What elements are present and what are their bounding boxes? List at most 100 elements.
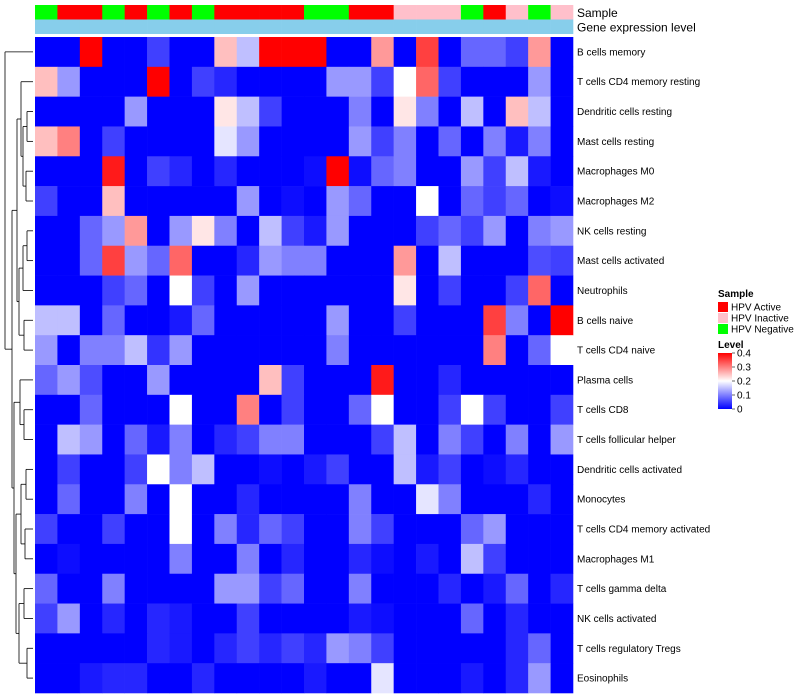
heatmap-cell — [191, 424, 215, 455]
heatmap-cell — [169, 633, 193, 664]
heatmap-cell — [326, 663, 350, 694]
sample-legend-swatch — [718, 313, 728, 323]
heatmap-cell — [550, 215, 574, 247]
heatmap-cell — [528, 633, 551, 664]
heatmap-cell — [528, 394, 551, 425]
heatmap-cell — [102, 156, 125, 187]
row-label: Dendritic cells resting — [577, 107, 672, 118]
heatmap-cell — [191, 156, 215, 187]
heatmap-cell — [169, 543, 193, 575]
row-label: B cells memory — [577, 47, 645, 58]
row-label: Plasma cells — [577, 375, 633, 386]
heatmap-cell — [259, 394, 282, 425]
heatmap-cell — [191, 603, 215, 634]
annotation-tracks — [35, 5, 574, 34]
heatmap-cell — [57, 514, 81, 545]
heatmap-cell — [460, 394, 484, 425]
heatmap-cell — [371, 305, 394, 336]
row-label: T cells CD4 naive — [577, 346, 656, 357]
annotation-cell — [124, 5, 148, 20]
heatmap-cell — [169, 66, 193, 97]
heatmap-cell — [35, 186, 58, 217]
heatmap-cell — [528, 365, 551, 396]
heatmap-cell — [102, 245, 125, 276]
heatmap-cell — [35, 633, 58, 664]
heatmap-cell — [416, 424, 439, 455]
heatmap-cell — [147, 573, 170, 604]
heatmap-cell — [483, 275, 507, 306]
heatmap-cell — [214, 305, 238, 336]
heatmap-cell — [259, 603, 282, 634]
annotation-cell — [147, 5, 170, 20]
heatmap-cell — [147, 454, 170, 485]
heatmap-cell — [236, 573, 260, 604]
heatmap-cell — [79, 275, 103, 306]
heatmap-cell — [35, 275, 58, 306]
heatmap-cell — [259, 335, 282, 366]
heatmap-cell — [438, 66, 462, 97]
heatmap-cell — [304, 245, 327, 276]
heatmap-cell — [416, 394, 439, 425]
annotation-cell — [326, 5, 350, 20]
heatmap-cell — [348, 126, 372, 157]
annotation-cell — [326, 19, 350, 34]
heatmap-cell — [438, 275, 462, 306]
heatmap-cell — [483, 245, 507, 276]
row-label: Dendritic cells activated — [577, 465, 682, 476]
heatmap-cell — [371, 245, 394, 276]
heatmap-cell — [371, 484, 394, 515]
heatmap-cell — [124, 514, 148, 545]
heatmap-cell — [460, 245, 484, 276]
heatmap-cell — [416, 454, 439, 485]
heatmap-cell — [304, 305, 327, 336]
annotation-cell — [259, 5, 282, 20]
heatmap-cell — [438, 365, 462, 396]
heatmap-cell — [214, 663, 238, 694]
heatmap-cell — [304, 156, 327, 187]
heatmap-cell — [393, 484, 417, 515]
heatmap-cell — [259, 215, 282, 247]
sample-legend-swatch — [718, 302, 728, 312]
annotation-cell — [169, 5, 193, 20]
heatmap-cell — [259, 365, 282, 396]
heatmap-cell — [214, 573, 238, 604]
heatmap-cell — [214, 335, 238, 366]
heatmap-cell — [371, 514, 394, 545]
heatmap-cell — [505, 603, 529, 634]
heatmap-cell — [483, 156, 507, 187]
annotation-cell — [236, 5, 260, 20]
heatmap-cell — [236, 37, 260, 68]
annotation-cell — [169, 19, 193, 34]
heatmap-cell — [35, 543, 58, 575]
heatmap-cell — [483, 394, 507, 425]
heatmap-cell — [460, 186, 484, 217]
annotation-cell — [214, 5, 238, 20]
heatmap-cell — [438, 126, 462, 157]
heatmap-cell — [102, 126, 125, 157]
heatmap-cell — [102, 96, 125, 127]
heatmap-cell — [438, 573, 462, 604]
heatmap-cell — [460, 514, 484, 545]
heatmap-cell — [483, 633, 507, 664]
annotation-cell — [371, 19, 394, 34]
heatmap-cell — [393, 245, 417, 276]
heatmap-cell — [147, 37, 170, 68]
heatmap-cell — [393, 215, 417, 247]
heatmap-cell — [326, 484, 350, 515]
heatmap-cell — [304, 454, 327, 485]
heatmap-cell — [371, 156, 394, 187]
heatmap-cell — [348, 335, 372, 366]
annotation-cell — [528, 5, 551, 20]
heatmap-cell — [147, 215, 170, 247]
heatmap-cell — [550, 663, 574, 694]
heatmap-cell — [214, 66, 238, 97]
heatmap-cell — [281, 514, 305, 545]
heatmap-cells — [35, 37, 574, 694]
heatmap-cell — [505, 365, 529, 396]
heatmap-cell — [79, 305, 103, 336]
heatmap-cell — [416, 156, 439, 187]
heatmap-cell — [304, 66, 327, 97]
heatmap-cell — [550, 543, 574, 575]
heatmap-cell — [281, 484, 305, 515]
level-legend-tick-label: 0.2 — [737, 377, 751, 388]
